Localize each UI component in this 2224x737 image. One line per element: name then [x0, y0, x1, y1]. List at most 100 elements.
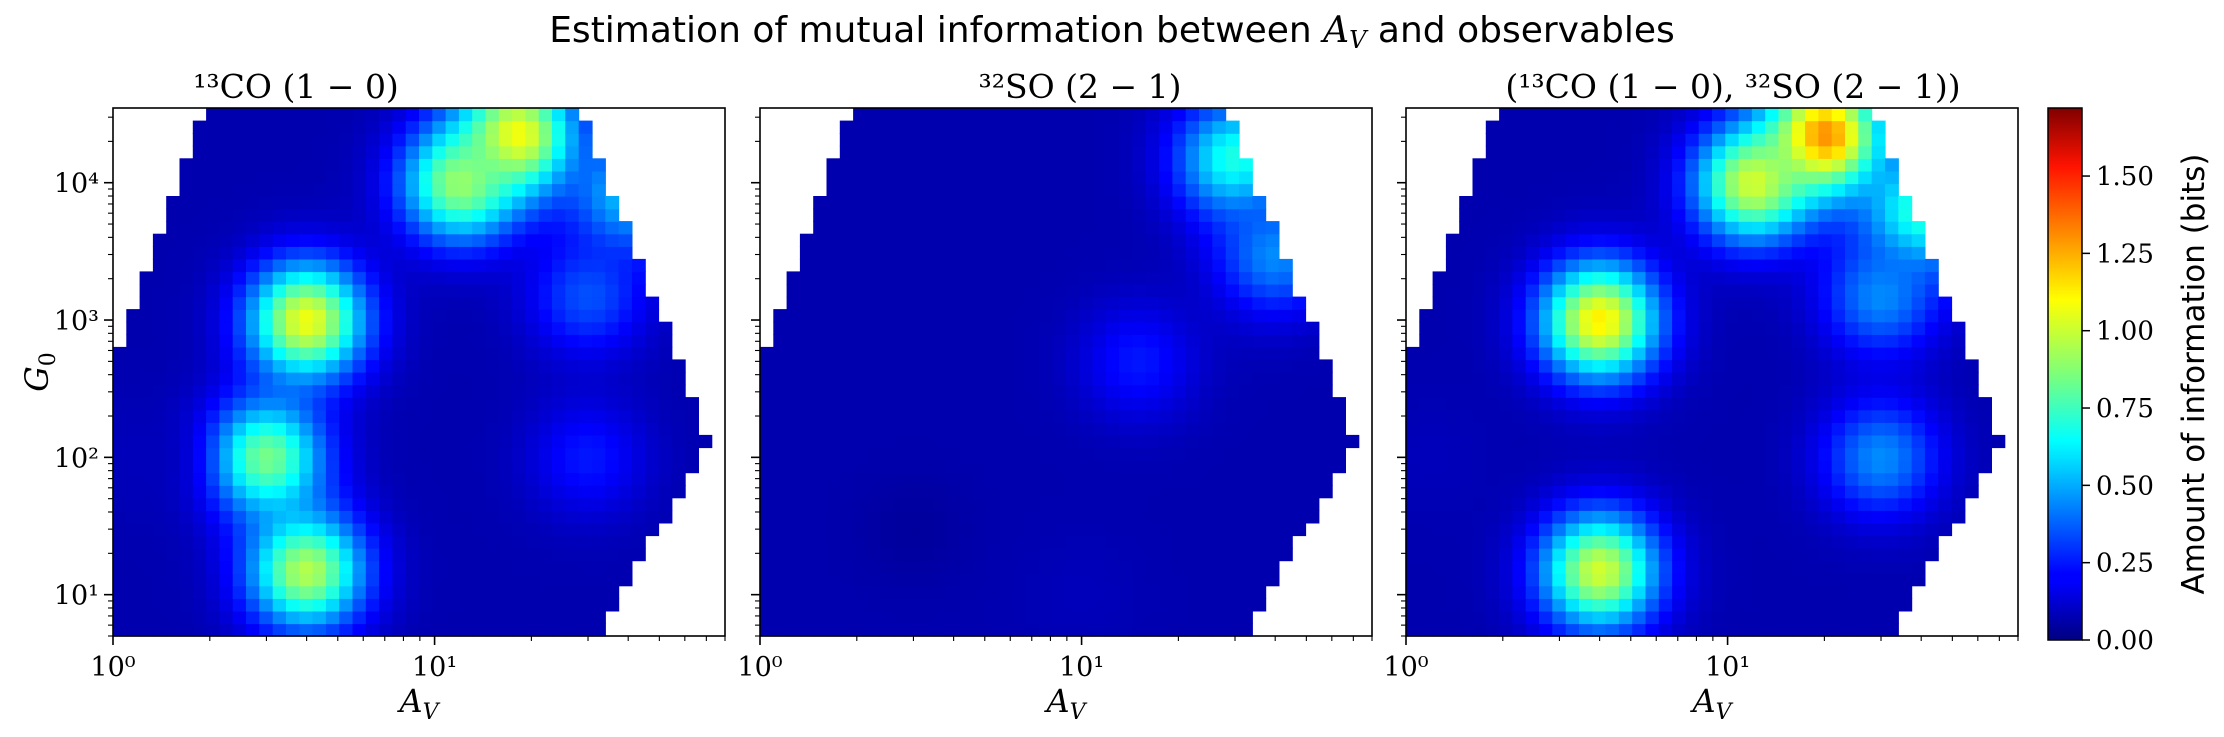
heatmap-cell — [1105, 623, 1120, 637]
heatmap-cell — [1791, 158, 1806, 172]
heatmap-cell — [813, 384, 828, 398]
heatmap-cell — [1738, 434, 1753, 449]
heatmap-cell — [786, 497, 801, 511]
heatmap-cell — [1831, 271, 1846, 285]
heatmap-cell — [232, 170, 247, 185]
heatmap-cell — [839, 233, 854, 247]
heatmap-cell — [152, 296, 167, 310]
heatmap-cell — [1185, 485, 1200, 499]
heatmap-cell — [1199, 145, 1213, 159]
heatmap-cell — [219, 183, 234, 197]
heatmap-cell — [826, 560, 841, 574]
heatmap-cell — [1938, 497, 1953, 511]
heatmap-cell — [972, 548, 987, 562]
heatmap-cell — [1225, 183, 1240, 197]
heatmap-cell — [525, 120, 540, 134]
heatmap-cell — [1039, 145, 1054, 159]
heatmap-cell — [1132, 221, 1147, 235]
heatmap-cell — [986, 434, 1001, 449]
heatmap-cell — [1239, 296, 1253, 310]
heatmap-cell — [906, 384, 921, 398]
heatmap-cell — [1265, 221, 1280, 235]
heatmap-cell — [1145, 133, 1160, 147]
heatmap-cell — [498, 271, 513, 285]
heatmap-cell — [1145, 409, 1160, 423]
heatmap-cell — [1525, 585, 1540, 599]
heatmap-cell — [1765, 372, 1780, 386]
heatmap-cell — [1459, 246, 1474, 260]
heatmap-cell — [312, 208, 327, 222]
heatmap-cell — [286, 384, 300, 398]
heatmap-cell — [671, 422, 686, 436]
heatmap-cell — [392, 133, 407, 147]
heatmap-cell — [1818, 233, 1833, 247]
heatmap-cell — [432, 120, 447, 134]
heatmap-cell — [565, 284, 580, 298]
heatmap-cell — [1472, 610, 1487, 625]
heatmap-cell — [458, 346, 473, 361]
heatmap-cell — [1991, 434, 2006, 449]
heatmap-cell — [232, 271, 247, 285]
heatmap-cell — [879, 145, 894, 159]
heatmap-cell — [1645, 497, 1660, 511]
heatmap-cell — [1685, 585, 1700, 599]
heatmap-cell — [1012, 585, 1027, 599]
heatmap-cell — [631, 497, 646, 511]
heatmap-cell — [472, 434, 487, 449]
heatmap-cell — [166, 522, 181, 537]
heatmap-cell — [565, 472, 580, 486]
heatmap-cell — [419, 447, 433, 461]
heatmap-cell — [1725, 309, 1740, 323]
heatmap-cell — [365, 158, 380, 172]
heatmap-cell — [179, 623, 194, 637]
heatmap-cell — [999, 271, 1014, 285]
heatmap-cell — [1831, 321, 1846, 335]
heatmap-cell — [445, 145, 460, 159]
heatmap-cell — [392, 221, 407, 235]
heatmap-cell — [1751, 321, 1766, 335]
heatmap-cell — [1565, 133, 1580, 147]
heatmap-cell — [946, 384, 961, 398]
heatmap-cell — [1026, 522, 1040, 537]
heatmap-cell — [1079, 120, 1094, 134]
heatmap-cell — [1565, 610, 1580, 625]
heatmap-cell — [1672, 384, 1686, 398]
heatmap-cell — [379, 233, 393, 247]
heatmap-cell — [1132, 258, 1147, 273]
heatmap-cell — [1512, 485, 1527, 499]
heatmap-cell — [219, 296, 234, 310]
heatmap-cell — [999, 472, 1014, 486]
heatmap-cell — [1565, 447, 1580, 461]
heatmap-cell — [1539, 208, 1553, 222]
heatmap-cell — [1552, 460, 1567, 474]
heatmap-cell — [1592, 397, 1607, 411]
heatmap-cell — [1632, 221, 1647, 235]
heatmap-cell — [1199, 284, 1213, 298]
heatmap-cell — [219, 196, 234, 210]
heatmap-cell — [618, 409, 633, 423]
heatmap-cell — [113, 522, 127, 537]
heatmap-cell — [498, 372, 513, 386]
heatmap-cell — [1066, 170, 1080, 185]
heatmap-cell — [1618, 108, 1633, 122]
heatmap-cell — [565, 196, 580, 210]
heatmap-cell — [472, 346, 487, 361]
heatmap-cell — [1632, 409, 1647, 423]
heatmap-cell — [1685, 158, 1700, 172]
heatmap-cell — [1885, 309, 1899, 323]
heatmap-cell — [1898, 447, 1913, 461]
heatmap-cell — [1791, 133, 1806, 147]
heatmap-cell — [1119, 623, 1134, 637]
heatmap-cell — [405, 359, 420, 373]
heatmap-cell — [339, 309, 354, 323]
heatmap-cell — [1579, 510, 1593, 524]
heatmap-cell — [1199, 372, 1213, 386]
heatmap-cell — [1632, 359, 1647, 373]
heatmap-cell — [1632, 434, 1647, 449]
heatmap-cell — [432, 183, 447, 197]
heatmap-cell — [773, 560, 788, 574]
heatmap-cell — [1618, 384, 1633, 398]
heatmap-cell — [618, 497, 633, 511]
heatmap-cell — [1212, 133, 1227, 147]
heatmap-cell — [1039, 296, 1054, 310]
